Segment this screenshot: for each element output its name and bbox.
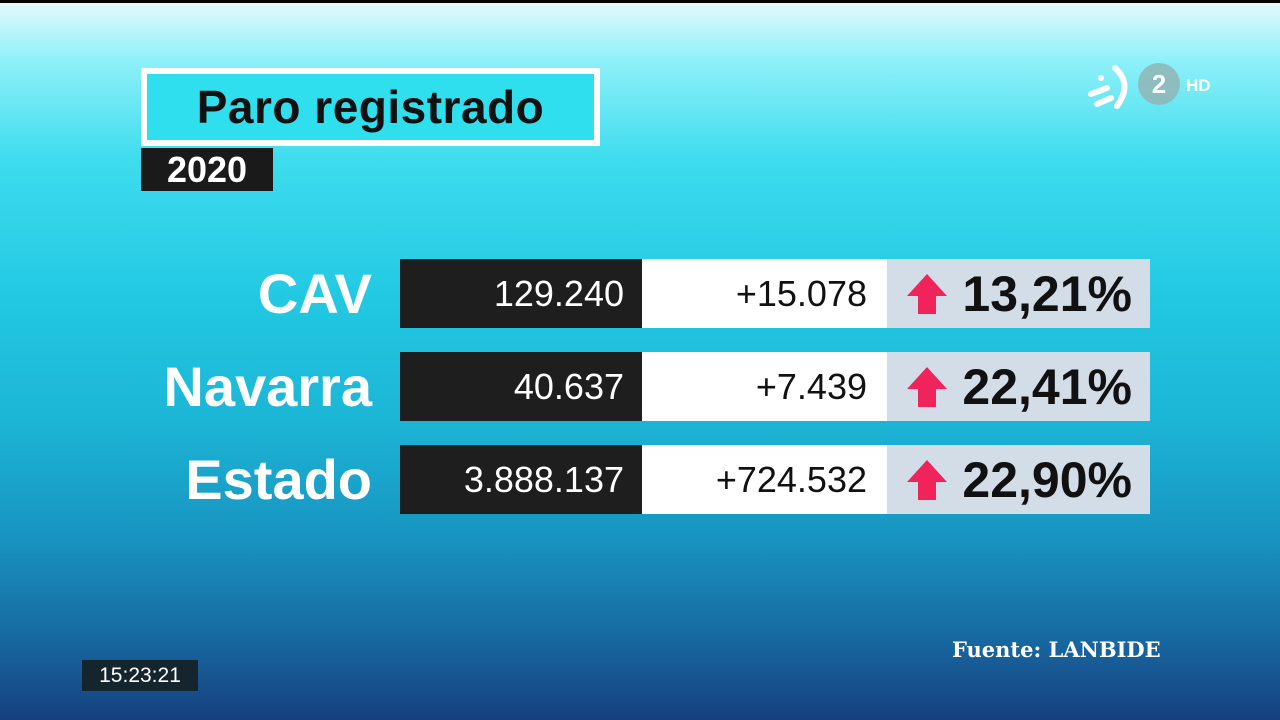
top-border [0,0,1280,3]
percent-value: 22,41% [962,358,1132,415]
change-cell: +724.532 [642,445,887,514]
percent-value: 13,21% [962,265,1132,322]
channel-logo: 2 HD [1088,63,1211,109]
table-row: Navarra 40.637 +7.439 22,41% [0,352,1280,421]
hd-label: HD [1186,76,1211,95]
total-cell: 3.888.137 [400,445,642,514]
region-label: CAV [257,262,372,325]
percent-cell: 13,21% [887,259,1150,328]
percent-cell: 22,41% [887,352,1150,421]
arrow-up-icon [907,459,947,500]
channel-number-circle [1138,63,1180,105]
percent-value: 22,90% [962,451,1132,508]
title-box: Paro registrado [141,68,600,146]
total-cell: 129.240 [400,259,642,328]
total-cell: 40.637 [400,352,642,421]
arrow-up-icon [907,366,947,407]
source-label: Fuente: LANBIDE [952,637,1161,662]
graphic-title: Paro registrado [196,81,545,133]
region-label: Navarra [163,355,372,418]
channel-number: 2 [1152,69,1166,99]
year-badge: 2020 [141,148,273,191]
change-cell: +7.439 [642,352,887,421]
arrow-up-icon [907,273,947,314]
percent-cell: 22,90% [887,445,1150,514]
clock: 15:23:21 [82,660,198,691]
table-row: CAV 129.240 +15.078 13,21% [0,259,1280,328]
region-label: Estado [185,448,372,511]
eitb-logo-icon [1088,65,1128,109]
table-row: Estado 3.888.137 +724.532 22,90% [0,445,1280,514]
change-cell: +15.078 [642,259,887,328]
